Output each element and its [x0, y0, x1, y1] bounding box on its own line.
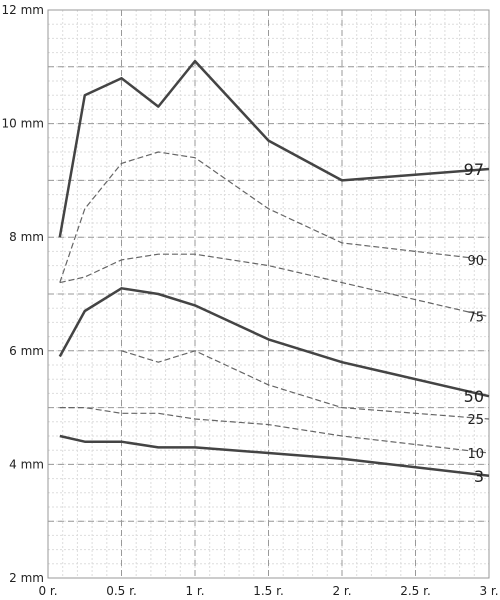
series-label-50: 50 — [464, 387, 484, 406]
y-tick-label: 4 mm — [9, 457, 44, 471]
series-line-50 — [58, 287, 490, 398]
x-tick-label: 2.5 r. — [400, 584, 431, 598]
series-label-90: 90 — [467, 254, 484, 269]
x-tick-label: 2 r. — [332, 584, 351, 598]
series-label-3: 3 — [474, 467, 484, 486]
x-tick-label: 1 r. — [185, 584, 204, 598]
series-line-3 — [59, 434, 490, 478]
x-axis-tick-labels: 0 r. 0.5 r. 1 r. 1.5 r. 2 r. 2.5 r. 3 r. — [38, 584, 498, 598]
y-tick-label: 6 mm — [9, 344, 44, 358]
y-tick-label: 10 mm — [2, 117, 44, 131]
x-tick-label: 0.5 r. — [106, 584, 137, 598]
plot-frame — [47, 9, 490, 579]
series-line-75 — [59, 253, 490, 318]
series-line-97 — [58, 59, 490, 238]
series-line-90 — [59, 151, 490, 283]
series-label-10: 10 — [467, 447, 484, 462]
x-tick-label: 1.5 r. — [253, 584, 284, 598]
y-tick-label: 2 mm — [9, 571, 44, 585]
series-labels: 97 90 75 50 25 10 3 — [464, 160, 484, 486]
y-tick-label: 8 mm — [9, 230, 44, 244]
y-axis-tick-labels: 2 mm 4 mm 6 mm 8 mm 10 mm 12 mm — [2, 3, 44, 585]
x-tick-label: 3 r. — [479, 584, 498, 598]
series-line-10 — [59, 407, 490, 454]
series-label-75: 75 — [467, 311, 484, 326]
y-tick-label: 12 mm — [2, 3, 44, 17]
series-label-25: 25 — [467, 413, 484, 428]
series-lines — [58, 59, 490, 478]
x-tick-label: 0 r. — [38, 584, 57, 598]
series-line-25 — [121, 350, 490, 420]
series-label-97: 97 — [464, 160, 484, 179]
